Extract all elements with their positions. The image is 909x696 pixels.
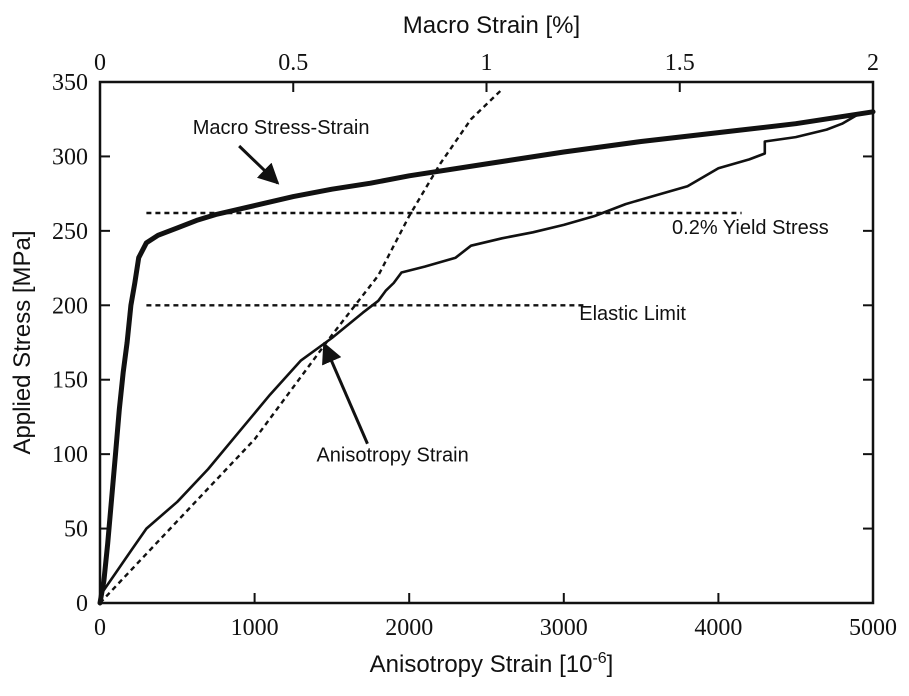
bottom-axis-tick-label: 3000: [540, 615, 588, 641]
top-axis-title: Macro Strain [%]: [403, 12, 580, 39]
bottom-axis-tick-label: 0: [94, 615, 106, 641]
bottom-axis-tick-label: 1000: [231, 615, 279, 641]
top-axis-tick-label: 2: [867, 50, 879, 76]
annotation-macro-stress-strain: Macro Stress-Strain: [193, 117, 370, 139]
annotation-arrow-anisotropy-strain: [322, 342, 369, 445]
annotation-layer: Macro Stress-Strain 0.2% Yield Stress Elas…: [193, 117, 829, 466]
bottom-axis-title: Anisotropy Strain [10-6]: [370, 650, 614, 678]
top-axis-tick-label: 1: [481, 50, 493, 76]
axes-layer: 0 1000 2000 3000 4000 5000 0 0.5 1 1.5 2 0 50 100 150 2…: [9, 12, 897, 678]
bottom-axis-tick-label: 5000: [849, 615, 897, 641]
series-macro-stress-strain-line: [97, 109, 876, 606]
top-axis-tick-label: 0: [94, 50, 106, 76]
plot-frame: [98, 80, 875, 605]
annotation-arrow-macro-stress-strain: [238, 144, 280, 185]
y-axis-tick-label: 0: [76, 591, 88, 617]
top-axis-tick-label: 0.5: [278, 50, 308, 76]
y-axis-title: Applied Stress [MPa]: [9, 230, 36, 454]
annotation-elastic-limit: Elastic Limit: [579, 303, 686, 325]
y-axis-tick-label: 200: [52, 293, 88, 319]
top-axis-tick-label: 1.5: [665, 50, 695, 76]
y-axis-tick-label: 100: [52, 442, 88, 468]
series-layer: [97, 88, 876, 606]
bottom-axis-tick-label: 4000: [694, 615, 742, 641]
series-anisotropy-strain-line: [98, 110, 874, 597]
reference-dashed-line-2: [99, 88, 503, 604]
y-axis-tick-label: 250: [52, 219, 88, 245]
bottom-axis-tick-label: 2000: [385, 615, 433, 641]
annotation-anisotropy-strain: Anisotropy Strain: [316, 445, 468, 467]
annotation-0-2-yield-stress: 0.2% Yield Stress: [672, 217, 829, 239]
y-axis-tick-label: 300: [52, 144, 88, 170]
y-axis-tick-label: 350: [52, 70, 88, 96]
y-axis-tick-label: 150: [52, 368, 88, 394]
y-axis-tick-label: 50: [64, 517, 88, 543]
